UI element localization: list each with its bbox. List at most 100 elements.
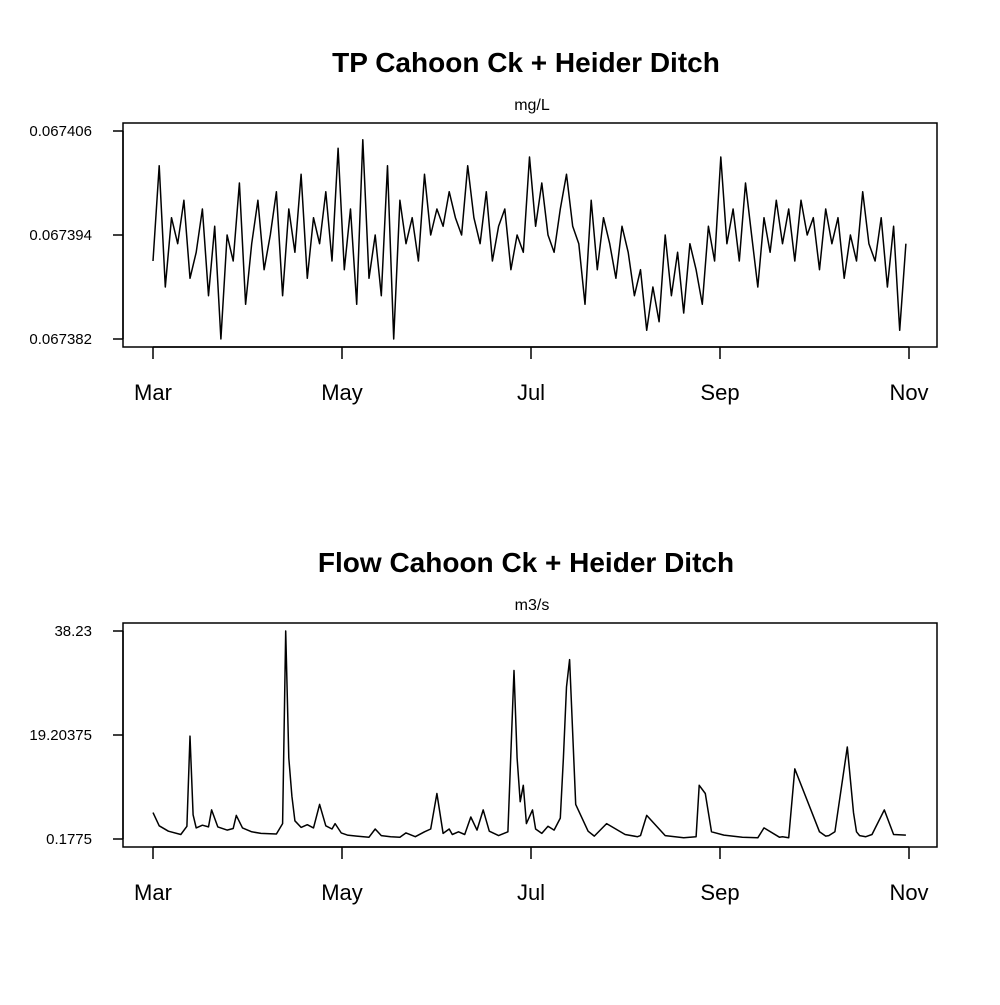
flow-data-point bbox=[859, 835, 861, 837]
tp-data-point bbox=[350, 208, 352, 210]
tp-data-point bbox=[714, 260, 716, 262]
tp-data-point bbox=[195, 252, 197, 254]
flow-data-point bbox=[788, 837, 790, 839]
tp-data-point bbox=[566, 174, 568, 176]
flow-data-point bbox=[893, 834, 895, 836]
tp-data-point bbox=[282, 295, 284, 297]
flow-data-point bbox=[865, 836, 867, 838]
flow-data-point bbox=[856, 831, 858, 833]
flow-x-tick-label: May bbox=[321, 880, 363, 905]
tp-data-point bbox=[448, 191, 450, 193]
flow-data-point bbox=[368, 836, 370, 838]
tp-y-tick-label: 0.067382 bbox=[29, 331, 92, 348]
flow-data-point bbox=[742, 836, 744, 838]
flow-data-point bbox=[489, 830, 491, 832]
tp-data-point bbox=[232, 260, 234, 262]
tp-data-point bbox=[788, 208, 790, 210]
tp-data-point bbox=[800, 200, 802, 202]
flow-data-point bbox=[763, 827, 765, 829]
flow-x-tick-label: Jul bbox=[517, 880, 545, 905]
tp-data-point bbox=[356, 304, 358, 306]
tp-data-point bbox=[436, 208, 438, 210]
flow-data-point bbox=[288, 757, 290, 759]
flow-data-point bbox=[723, 834, 725, 836]
flow-data-point bbox=[195, 827, 197, 829]
tp-data-point bbox=[560, 208, 562, 210]
tp-chart-panel: TP Cahoon Ck + Heider Ditch mg/L 0.06738… bbox=[29, 47, 938, 405]
flow-data-point bbox=[794, 768, 796, 770]
flow-data-point bbox=[553, 829, 555, 831]
tp-y-tick-label: 0.067394 bbox=[29, 227, 92, 244]
tp-x-tick-label: Sep bbox=[700, 380, 739, 405]
flow-x-tick-label: Sep bbox=[700, 880, 739, 905]
tp-data-point bbox=[424, 174, 426, 176]
flow-data-point bbox=[566, 686, 568, 688]
tp-data-point bbox=[603, 217, 605, 219]
tp-data-point bbox=[677, 252, 679, 254]
flow-x-axis: Mar May Jul Sep Nov bbox=[134, 846, 929, 905]
tp-data-point bbox=[239, 182, 241, 184]
flow-data-point bbox=[192, 814, 194, 816]
tp-data-point bbox=[300, 174, 302, 176]
flow-data-point bbox=[526, 823, 528, 825]
tp-data-point bbox=[689, 243, 691, 245]
tp-data-point bbox=[880, 217, 882, 219]
tp-data-point bbox=[461, 234, 463, 236]
tp-data-point bbox=[726, 243, 728, 245]
flow-data-point bbox=[853, 812, 855, 814]
tp-data-point bbox=[529, 156, 531, 158]
tp-data-point bbox=[652, 286, 654, 288]
tp-data-point bbox=[405, 243, 407, 245]
flow-data-point bbox=[779, 836, 781, 838]
flow-x-tick-label: Mar bbox=[134, 880, 172, 905]
flow-data-point bbox=[563, 757, 565, 759]
flow-data-point bbox=[180, 834, 182, 836]
tp-data-point bbox=[856, 260, 858, 262]
flow-x-tick-label: Nov bbox=[889, 880, 928, 905]
flow-data-point bbox=[158, 825, 160, 827]
tp-data-point bbox=[270, 234, 272, 236]
tp-data-point bbox=[541, 182, 543, 184]
flow-data-point bbox=[300, 827, 302, 829]
flow-chart-panel: Flow Cahoon Ck + Heider Ditch m3/s 0.177… bbox=[29, 547, 938, 905]
tp-data-point bbox=[621, 226, 623, 228]
tp-data-point bbox=[813, 217, 815, 219]
flow-data-point bbox=[276, 833, 278, 835]
flow-data-point bbox=[871, 834, 873, 836]
tp-data-point bbox=[893, 226, 895, 228]
tp-data-point bbox=[708, 226, 710, 228]
flow-series-line bbox=[152, 630, 906, 839]
flow-data-point bbox=[356, 835, 358, 837]
tp-data-point bbox=[695, 269, 697, 271]
flow-data-point bbox=[319, 804, 321, 806]
tp-data-point bbox=[634, 295, 636, 297]
flow-data-point bbox=[664, 835, 666, 837]
flow-data-point bbox=[325, 825, 327, 827]
tp-x-tick-label: Nov bbox=[889, 380, 928, 405]
tp-data-point bbox=[479, 243, 481, 245]
flow-data-point bbox=[294, 820, 296, 822]
flow-data-point bbox=[523, 785, 525, 787]
tp-data-point bbox=[516, 234, 518, 236]
tp-data-point bbox=[763, 217, 765, 219]
tp-data-point bbox=[220, 338, 222, 340]
flow-data-point bbox=[470, 816, 472, 818]
flow-data-point bbox=[884, 809, 886, 811]
tp-data-point bbox=[720, 156, 722, 158]
flow-data-point bbox=[226, 829, 228, 831]
tp-data-point bbox=[837, 217, 839, 219]
flow-data-point bbox=[251, 831, 253, 833]
tp-data-point bbox=[344, 269, 346, 271]
tp-data-point bbox=[171, 217, 173, 219]
flow-data-point bbox=[705, 793, 707, 795]
flow-data-point bbox=[476, 829, 478, 831]
tp-data-point bbox=[387, 165, 389, 167]
tp-data-point bbox=[627, 252, 629, 254]
tp-data-point bbox=[337, 148, 339, 150]
flow-data-point bbox=[448, 828, 450, 830]
tp-data-point bbox=[498, 226, 500, 228]
flow-data-point bbox=[436, 793, 438, 795]
flow-y-axis: 0.1775 19.20375 38.23 bbox=[29, 623, 124, 848]
tp-data-point bbox=[331, 260, 333, 262]
flow-data-point bbox=[424, 831, 426, 833]
